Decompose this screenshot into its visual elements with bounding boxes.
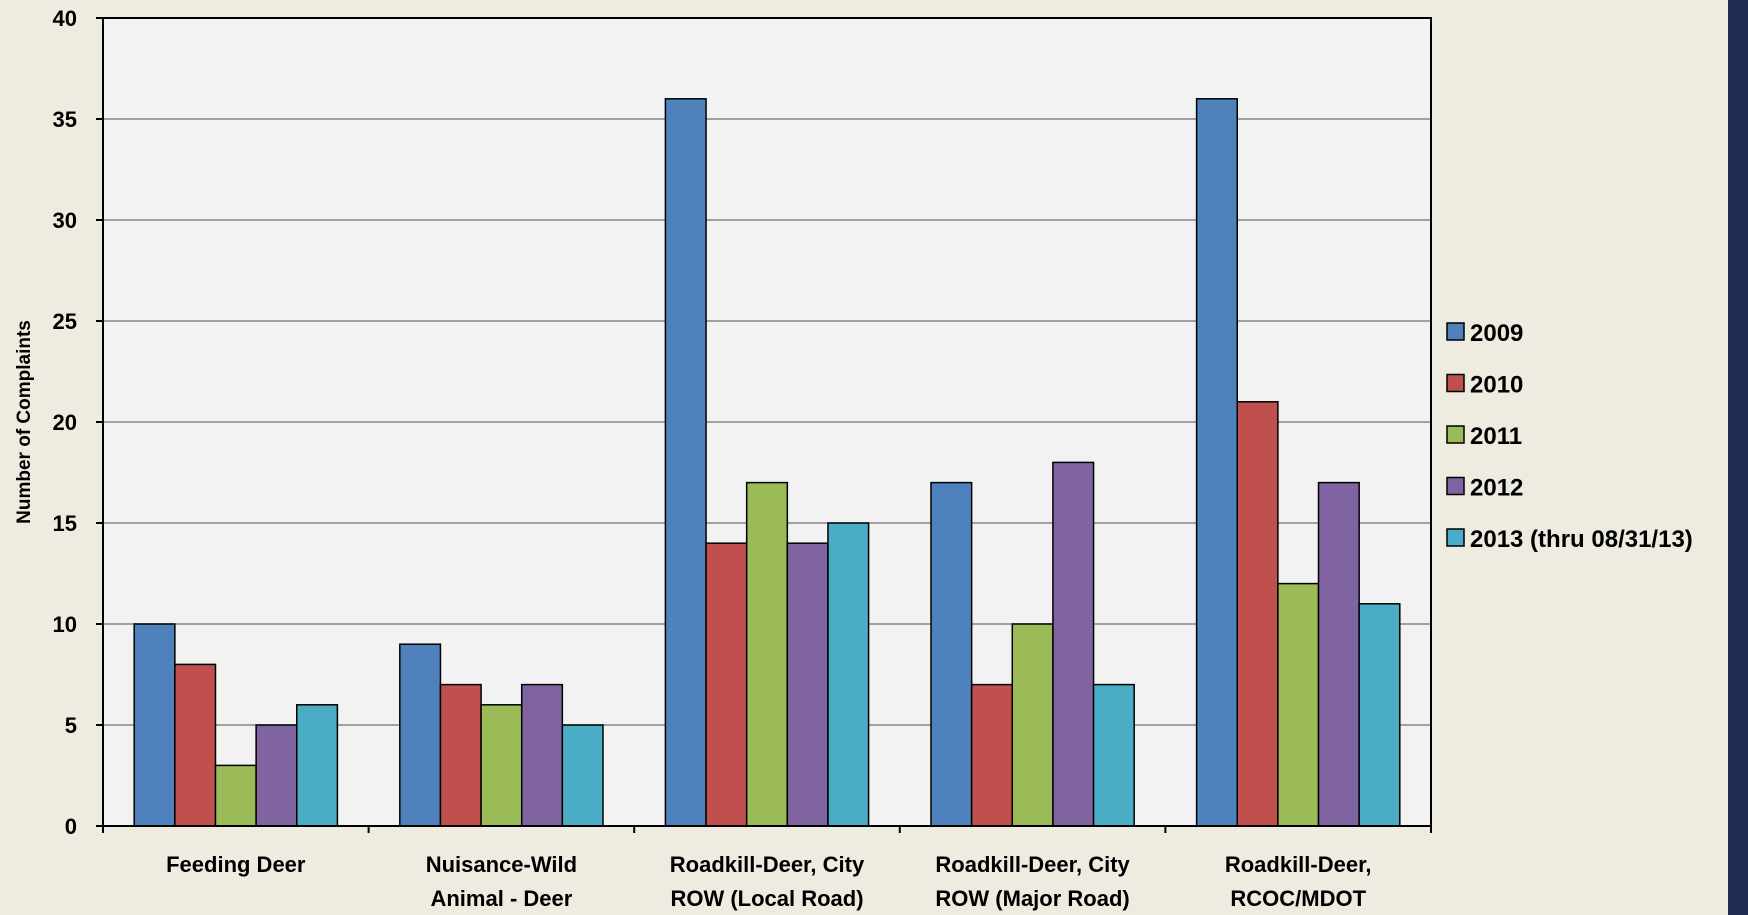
- legend-label: 2013 (thru 08/31/13): [1470, 526, 1693, 553]
- bars: [133, 98, 1401, 827]
- bar-2011-cat4: [1011, 623, 1054, 827]
- x-category-labels: Feeding Deer Nuisance-Wild Animal - Deer Ro…: [166, 852, 1371, 911]
- bar-2011-cat2: [480, 704, 523, 827]
- x-category-label: Roadkill-Deer,: [1225, 852, 1372, 877]
- bar-2011-cat1: [214, 764, 257, 827]
- bar-2009-cat5: [1195, 98, 1238, 827]
- bar-2011-cat5: [1277, 582, 1320, 827]
- y-tick-label: 20: [53, 410, 77, 435]
- y-tick-labels: 0 5 10 15 20 25 30 35 40: [53, 6, 77, 839]
- y-tick-label: 30: [53, 208, 77, 233]
- x-category-label: Feeding Deer: [166, 852, 306, 877]
- bar-2010-cat4: [970, 683, 1014, 827]
- bar-2012-cat3: [786, 542, 829, 827]
- x-category-label: Roadkill-Deer, City: [935, 852, 1130, 877]
- bar-2012-cat1: [255, 724, 298, 827]
- bar-2009-cat4: [930, 481, 973, 827]
- bar-2013-cat2: [561, 724, 604, 827]
- bar-2009-cat2: [399, 643, 442, 827]
- bar-2013-cat1: [296, 704, 339, 827]
- x-category-label: RCOC/MDOT: [1230, 886, 1366, 911]
- bar-2010-cat2: [439, 683, 482, 827]
- y-tick-label: 5: [65, 713, 77, 738]
- legend-label: 2012: [1470, 475, 1523, 502]
- bar-2012-cat5: [1317, 481, 1360, 827]
- legend-label: 2009: [1470, 320, 1523, 347]
- bar-2010-cat5: [1236, 401, 1279, 827]
- bar-2012-cat4: [1052, 461, 1095, 827]
- x-category-label: Nuisance-Wild: [426, 852, 577, 877]
- bar-2012-cat2: [520, 683, 564, 827]
- y-tick-label: 10: [53, 612, 77, 637]
- x-category-label: Roadkill-Deer, City: [670, 852, 865, 877]
- legend-swatch: [1446, 528, 1465, 547]
- bar-2010-cat3: [705, 542, 748, 827]
- legend-swatch: [1446, 322, 1465, 341]
- bar-2013-cat4: [1092, 683, 1135, 827]
- bar-2009-cat3: [664, 98, 707, 827]
- y-axis-title: Number of Complaints: [14, 320, 35, 524]
- y-tick-label: 25: [53, 309, 77, 334]
- legend-label: 2011: [1470, 423, 1522, 450]
- plot-border: [102, 17, 1432, 827]
- legend-swatch: [1446, 476, 1465, 496]
- bar-2009-cat1: [133, 623, 176, 827]
- bar-2013-cat5: [1358, 603, 1401, 827]
- bar-2011-cat3: [745, 481, 789, 827]
- x-category-label: ROW (Local Road): [670, 886, 863, 911]
- legend-swatch: [1446, 425, 1465, 444]
- y-tick-label: 0: [65, 814, 77, 839]
- legend: 2009 2010 2011 2012 2013 (thru 08/31/13): [1446, 320, 1693, 553]
- bar-2010-cat1: [174, 663, 217, 827]
- y-tick-label: 15: [53, 511, 77, 536]
- y-tick-label: 35: [53, 107, 77, 132]
- x-category-label: ROW (Major Road): [935, 886, 1129, 911]
- legend-swatch: [1446, 373, 1465, 393]
- legend-label: 2010: [1470, 372, 1523, 399]
- bar-2013-cat3: [827, 522, 870, 827]
- right-edge-strip: [1728, 0, 1748, 915]
- y-tick-label: 40: [53, 6, 77, 31]
- x-category-label: Animal - Deer: [430, 886, 572, 911]
